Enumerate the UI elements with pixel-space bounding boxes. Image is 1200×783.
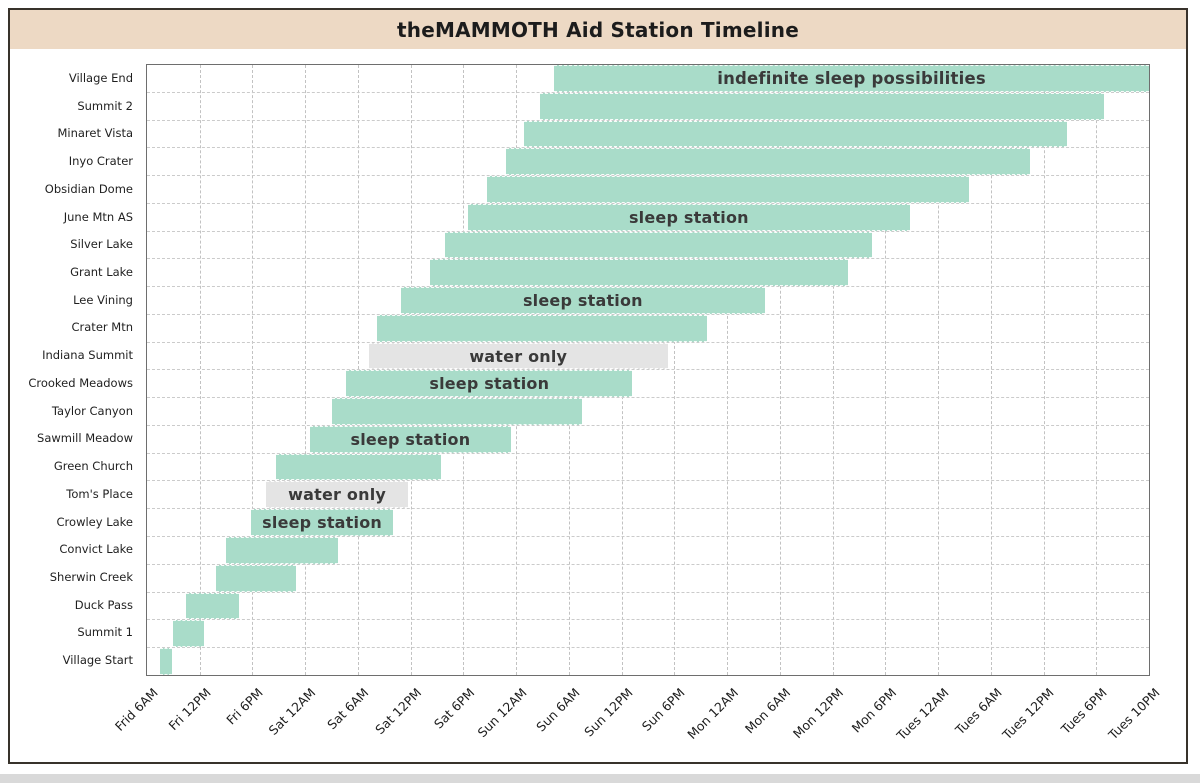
y-axis-labels: Village End Summit 2 Minaret Vista Inyo Cra…	[0, 64, 140, 674]
x-axis-label: Sat 12AM	[265, 685, 319, 738]
y-axis-label: Crooked Meadows	[28, 375, 133, 390]
bar-annotation: sleep station	[522, 291, 643, 310]
timeline-row: water only	[147, 481, 1149, 510]
station-bar	[487, 176, 969, 203]
x-axis-label: Fri 6PM	[223, 685, 267, 728]
station-bar	[444, 231, 872, 259]
chart-title: theMAMMOTH Aid Station Timeline	[397, 17, 799, 42]
y-axis-label: Silver Lake	[70, 237, 133, 252]
y-axis-label: Village End	[68, 70, 133, 85]
station-bar	[524, 120, 1067, 148]
timeline-row	[147, 120, 1149, 149]
y-axis-label: Lee Vining	[73, 292, 133, 307]
y-axis-label: Crater Mtn	[71, 320, 134, 335]
timeline-row	[147, 92, 1149, 121]
timeline-row: sleep station	[147, 370, 1149, 399]
timeline-row	[147, 620, 1149, 649]
timeline-row	[147, 564, 1149, 593]
y-axis-label: Taylor Canyon	[51, 403, 133, 418]
y-axis-label: Grant Lake	[70, 264, 133, 279]
y-axis-label: Indiana Summit	[42, 348, 133, 363]
x-axis-label: Sun 12PM	[580, 685, 636, 740]
y-axis-label: Minaret Vista	[57, 126, 133, 141]
x-axis-label: Sun 12AM	[474, 685, 530, 741]
y-axis-label: Duck Pass	[74, 597, 133, 612]
station-bar	[376, 314, 707, 342]
y-axis-label: June Mtn AS	[63, 209, 133, 224]
x-axis-label: Mon 6AM	[742, 685, 794, 737]
y-axis-label: Obsidian Dome	[44, 181, 133, 196]
x-axis-label: Mon 6PM	[848, 685, 899, 736]
bottom-strip	[0, 774, 1200, 783]
station-bar: sleep station	[346, 370, 633, 398]
bar-annotation: sleep station	[262, 513, 382, 533]
timeline-row	[147, 231, 1149, 260]
timeline-row: sleep station	[147, 287, 1149, 315]
x-axis-label: Tues 12PM	[999, 685, 1058, 743]
timeline-rows: indefinite sleep possibilities sleep stat…	[147, 65, 1149, 675]
station-bar	[430, 259, 849, 287]
station-bar	[276, 453, 442, 481]
timeline-row: sleep station	[147, 425, 1149, 454]
timeline-row	[147, 259, 1149, 288]
y-axis-label: Green Church	[53, 459, 133, 474]
y-axis-label: Convict Lake	[59, 542, 133, 557]
timeline-row	[147, 314, 1149, 343]
x-axis-label: Tues 12AM	[893, 685, 952, 744]
station-bar: sleep station	[401, 287, 765, 314]
plot-area: indefinite sleep possibilities sleep stat…	[146, 64, 1150, 676]
y-axis-label: Sherwin Creek	[49, 569, 133, 584]
timeline-row: water only	[147, 342, 1149, 371]
station-bar	[540, 92, 1104, 120]
timeline-row: indefinite sleep possibilities	[147, 65, 1149, 93]
station-bar: indefinite sleep possibilities	[554, 65, 1149, 92]
y-axis-label: Tom's Place	[66, 486, 133, 501]
station-bar	[172, 620, 204, 648]
x-axis-label: Sat 6AM	[324, 685, 372, 733]
timeline-row	[147, 398, 1149, 426]
y-axis-label: Summit 1	[77, 625, 133, 640]
bar-annotation: indefinite sleep possibilities	[717, 68, 986, 88]
x-axis-label: Mon 12AM	[683, 685, 741, 742]
timeline-row	[147, 453, 1149, 482]
x-axis-label: Fri 12PM	[165, 685, 214, 734]
station-bar	[226, 537, 338, 564]
station-bar	[332, 398, 582, 425]
timeline-row	[147, 537, 1149, 565]
station-bar	[216, 564, 297, 592]
station-bar	[506, 148, 1030, 176]
x-axis-label: Sun 6AM	[532, 685, 583, 735]
timeline-row	[147, 648, 1149, 675]
station-bar: water only	[266, 481, 409, 509]
timeline-row: sleep station	[147, 203, 1149, 232]
bar-annotation: sleep station	[429, 374, 550, 394]
timeline-row: sleep station	[147, 509, 1149, 538]
station-bar: sleep station	[250, 509, 394, 537]
timeline-row	[147, 176, 1149, 204]
x-axis-label: Sat 6PM	[430, 685, 478, 732]
x-axis-label: Tues 6AM	[951, 685, 1005, 738]
chart-header: theMAMMOTH Aid Station Timeline	[10, 10, 1186, 49]
bar-annotation: sleep station	[628, 207, 749, 227]
y-axis-label: Summit 2	[77, 98, 133, 113]
timeline-row	[147, 592, 1149, 621]
station-bar	[186, 592, 240, 620]
x-axis-labels: Frid 6AM Fri 12PM Fri 6PM Sat 12AM Sat 6AM Sa…	[112, 677, 1163, 767]
bar-annotation: sleep station	[350, 429, 471, 449]
x-axis-label: Mon 12PM	[789, 685, 847, 742]
station-bar	[160, 648, 172, 675]
y-axis-label: Crowley Lake	[56, 514, 133, 529]
y-axis-label: Sawmill Meadow	[37, 431, 133, 446]
bar-annotation: water only	[469, 346, 568, 366]
x-axis-label: Sat 12PM	[372, 685, 425, 738]
bar-annotation: water only	[288, 485, 387, 505]
y-axis-label: Village Start	[62, 653, 133, 668]
x-axis-label: Sun 6PM	[639, 685, 688, 734]
timeline-row	[147, 148, 1149, 177]
station-bar: sleep station	[309, 425, 511, 453]
y-axis-label: Inyo Crater	[68, 154, 133, 169]
station-bar: sleep station	[468, 203, 910, 231]
station-bar: water only	[369, 342, 668, 370]
x-axis-label: Tues 6PM	[1058, 685, 1110, 737]
